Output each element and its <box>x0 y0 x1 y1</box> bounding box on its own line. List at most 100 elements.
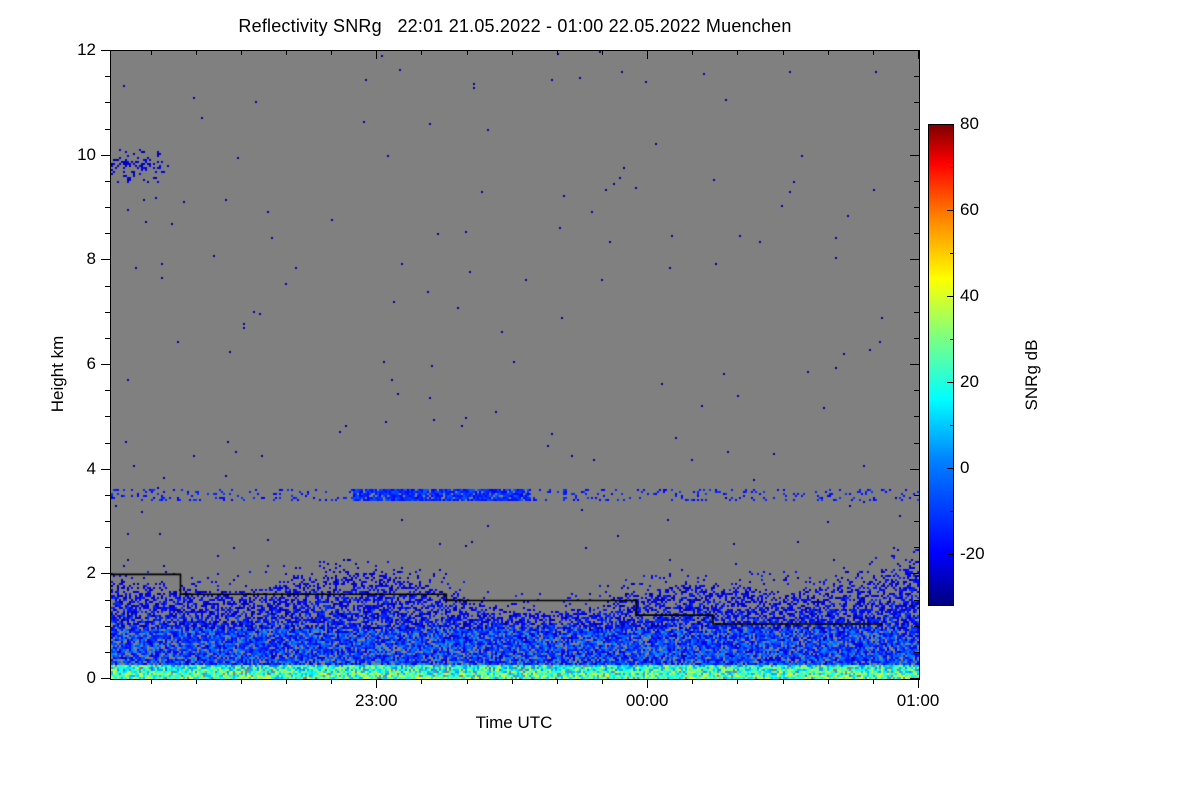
y-tick-label: 6 <box>86 354 96 373</box>
y-tick-mark <box>101 469 110 470</box>
y-tick-mark <box>914 416 919 417</box>
y-tick-mark <box>914 390 919 391</box>
y-tick-mark <box>101 573 110 574</box>
y-tick-mark <box>914 626 919 627</box>
colorbar-label: SNRg dB <box>1022 339 1041 411</box>
y-tick-mark <box>105 207 110 208</box>
x-tick-label: 23:00 <box>355 691 398 710</box>
x-tick-mark <box>467 679 468 684</box>
x-tick-mark <box>512 50 513 55</box>
colorbar-tick-label: 80 <box>960 114 979 133</box>
y-tick-mark <box>914 181 919 182</box>
colorbar-tick-label: 0 <box>960 458 970 478</box>
y-tick-mark <box>914 600 919 601</box>
y-tick-mark <box>910 573 919 574</box>
colorbar-tick-mark <box>947 124 954 125</box>
x-tick-mark <box>376 50 377 59</box>
y-tick-label: 0 <box>86 668 96 687</box>
y-tick-mark <box>101 678 110 679</box>
x-tick-mark <box>196 679 197 684</box>
x-tick-mark <box>737 679 738 684</box>
x-tick-mark <box>692 679 693 684</box>
x-tick-mark <box>286 50 287 55</box>
y-tick-mark <box>914 443 919 444</box>
x-tick-mark <box>602 679 603 684</box>
y-tick-mark <box>105 233 110 234</box>
y-tick-mark <box>105 416 110 417</box>
x-tick-mark <box>196 50 197 55</box>
y-tick-mark <box>105 76 110 77</box>
y-tick-mark <box>910 259 919 260</box>
x-tick-mark <box>151 50 152 55</box>
x-tick-mark <box>828 679 829 684</box>
x-tick-mark <box>376 679 377 688</box>
x-tick-mark <box>873 50 874 55</box>
y-tick-label: 2 <box>86 563 96 583</box>
x-tick-mark <box>331 50 332 55</box>
reflectivity-heatmap-canvas <box>111 51 919 679</box>
colorbar-tick-label: 60 <box>960 200 979 220</box>
y-tick-label: 12 <box>77 40 96 59</box>
x-axis-label: Time UTC <box>475 713 553 732</box>
y-tick-mark <box>914 338 919 339</box>
y-tick-mark <box>101 259 110 260</box>
x-tick-mark <box>647 50 648 59</box>
x-tick-mark <box>512 679 513 684</box>
y-tick-mark <box>105 129 110 130</box>
y-tick-mark <box>914 102 919 103</box>
colorbar-tick-mark <box>947 210 954 211</box>
y-tick-mark <box>105 102 110 103</box>
colorbar-tick-mark <box>947 296 954 297</box>
y-tick-mark <box>105 521 110 522</box>
colorbar[interactable] <box>928 124 954 606</box>
colorbar-tick-mark <box>950 339 954 340</box>
colorbar-tick-label: -20 <box>960 544 985 564</box>
y-tick-mark <box>914 521 919 522</box>
colorbar-tick-mark <box>950 425 954 426</box>
x-tick-mark <box>241 50 242 55</box>
x-tick-mark <box>692 50 693 55</box>
y-tick-mark <box>914 312 919 313</box>
x-tick-mark <box>737 50 738 55</box>
y-tick-mark <box>914 286 919 287</box>
x-tick-mark <box>873 679 874 684</box>
y-tick-mark <box>101 364 110 365</box>
y-tick-mark <box>105 390 110 391</box>
y-tick-mark <box>105 443 110 444</box>
y-tick-mark <box>101 50 110 51</box>
y-tick-mark <box>105 652 110 653</box>
y-tick-mark <box>914 207 919 208</box>
y-tick-mark <box>914 129 919 130</box>
y-tick-label: 8 <box>86 249 96 269</box>
y-axis-label: Height km <box>48 335 67 413</box>
page-title: Reflectivity SNRg 22:01 21.05.2022 - 01:… <box>238 16 792 36</box>
x-tick-mark <box>557 679 558 684</box>
y-tick-label: 10 <box>77 144 96 164</box>
y-tick-mark <box>914 547 919 548</box>
y-tick-mark <box>105 286 110 287</box>
x-tick-mark <box>647 679 648 688</box>
colorbar-tick-mark <box>950 253 954 254</box>
colorbar-tick-mark <box>950 597 954 598</box>
y-tick-mark <box>914 233 919 234</box>
heatmap-plot-area[interactable] <box>110 50 920 680</box>
y-tick-mark <box>105 626 110 627</box>
y-tick-mark <box>914 76 919 77</box>
y-tick-mark <box>105 547 110 548</box>
y-tick-mark <box>914 652 919 653</box>
y-tick-label: 4 <box>86 458 96 478</box>
colorbar-gradient <box>928 124 954 606</box>
x-tick-mark <box>421 679 422 684</box>
x-tick-mark <box>828 50 829 55</box>
y-tick-mark <box>105 338 110 339</box>
y-tick-mark <box>914 495 919 496</box>
colorbar-tick-mark <box>950 167 954 168</box>
x-tick-mark <box>421 50 422 55</box>
x-tick-mark <box>918 50 919 59</box>
x-tick-mark <box>467 50 468 55</box>
x-tick-mark <box>783 679 784 684</box>
y-tick-mark <box>910 469 919 470</box>
x-tick-label: 00:00 <box>625 691 669 710</box>
y-tick-mark <box>105 495 110 496</box>
